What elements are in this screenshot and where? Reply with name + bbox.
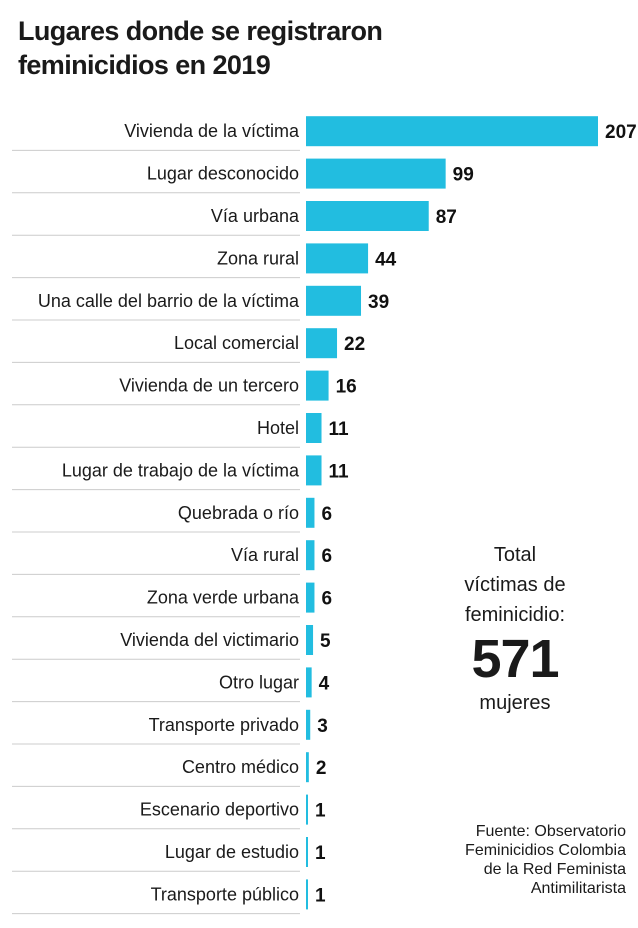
total-number: 571 bbox=[471, 629, 559, 689]
value-label: 22 bbox=[344, 334, 365, 355]
category-label: Zona verde urbana bbox=[147, 588, 300, 608]
bar bbox=[306, 285, 362, 316]
category-label: Vía rural bbox=[231, 545, 299, 565]
bar-row: Lugar desconocido 99 bbox=[12, 158, 474, 194]
source-line-3: de la Red Feminista bbox=[483, 861, 626, 878]
total-label-line-2: víctimas de bbox=[464, 574, 566, 596]
bar bbox=[306, 116, 598, 147]
value-label: 1 bbox=[315, 843, 326, 864]
bar bbox=[306, 625, 314, 655]
bar bbox=[306, 667, 312, 698]
category-label: Transporte privado bbox=[149, 715, 299, 735]
bar-row: Vivienda de un tercero 16 bbox=[12, 370, 357, 406]
total-summary: Total víctimas de feminicidio: 571 mujer… bbox=[440, 540, 590, 718]
total-label-line-1: Total bbox=[493, 544, 537, 566]
bar bbox=[306, 582, 315, 613]
bar bbox=[306, 540, 315, 571]
category-label: Vivienda de la víctima bbox=[124, 121, 300, 141]
bar bbox=[306, 455, 322, 486]
bar-row: Lugar de estudio 1 bbox=[12, 837, 326, 872]
bar-row: Lugar de trabajo de la víctima 11 bbox=[12, 455, 350, 491]
bar bbox=[306, 794, 308, 825]
category-label: Vivienda del victimario bbox=[120, 630, 299, 650]
value-label: 1 bbox=[315, 885, 326, 906]
bar-row: Transporte privado 3 bbox=[12, 709, 328, 745]
value-label: 1 bbox=[315, 801, 326, 822]
category-label: Centro médico bbox=[182, 757, 299, 777]
value-label: 207 bbox=[605, 122, 637, 143]
value-label: 6 bbox=[321, 546, 332, 567]
bar-row: Hotel 11 bbox=[12, 413, 350, 448]
category-label: Quebrada o río bbox=[178, 503, 299, 523]
bar bbox=[306, 328, 338, 359]
value-label: 6 bbox=[321, 504, 332, 525]
bar bbox=[306, 370, 329, 401]
bar bbox=[306, 879, 308, 910]
value-label: 39 bbox=[368, 292, 389, 313]
value-label: 87 bbox=[436, 207, 457, 228]
bar bbox=[306, 201, 429, 231]
category-label: Local comercial bbox=[174, 333, 299, 353]
bar-row: Quebrada o río 6 bbox=[12, 497, 332, 533]
chart-title-line-2: feminicidios en 2019 bbox=[18, 50, 271, 80]
source-note: Fuente: Observatorio Feminicidios Colomb… bbox=[386, 822, 626, 898]
bar bbox=[306, 709, 311, 740]
source-line-4: Antimilitarista bbox=[530, 880, 626, 897]
source-line-1: Fuente: Observatorio bbox=[475, 823, 626, 840]
category-label: Vía urbana bbox=[211, 206, 300, 226]
value-label: 16 bbox=[336, 377, 357, 398]
bar-row: Escenario deportivo 1 bbox=[12, 794, 326, 830]
bar-row: Una calle del barrio de la víctima 39 bbox=[12, 285, 389, 321]
bar-row: Centro médico 2 bbox=[12, 752, 327, 787]
source-line-2: Feminicidios Colombia bbox=[465, 842, 626, 859]
category-label: Otro lugar bbox=[219, 672, 299, 692]
total-unit: mujeres bbox=[479, 692, 551, 714]
category-label: Transporte público bbox=[151, 884, 299, 904]
value-label: 6 bbox=[321, 589, 332, 610]
category-label: Escenario deportivo bbox=[140, 800, 299, 820]
category-label: Lugar desconocido bbox=[147, 164, 299, 184]
value-label: 2 bbox=[316, 758, 327, 779]
bar-row: Otro lugar 4 bbox=[12, 667, 330, 703]
bar-row: Zona rural 44 bbox=[12, 243, 397, 279]
bar bbox=[306, 752, 309, 783]
value-label: 11 bbox=[329, 419, 350, 440]
bar bbox=[306, 837, 308, 867]
chart-title-line-1: Lugares donde se registraron bbox=[18, 16, 383, 46]
value-label: 99 bbox=[453, 165, 474, 186]
value-label: 4 bbox=[319, 673, 330, 694]
bar-row: Vivienda de la víctima 207 bbox=[12, 116, 637, 151]
bar-row: Vía rural 6 bbox=[12, 540, 332, 575]
total-label-line-3: feminicidio: bbox=[464, 604, 566, 626]
category-label: Vivienda de un tercero bbox=[119, 376, 299, 396]
bar bbox=[306, 497, 315, 528]
category-label: Hotel bbox=[257, 418, 299, 438]
bar-row: Vía urbana 87 bbox=[12, 201, 457, 236]
bar bbox=[306, 413, 322, 443]
bar-row: Local comercial 22 bbox=[12, 328, 365, 363]
bar-row: Zona verde urbana 6 bbox=[12, 582, 332, 618]
category-label: Lugar de estudio bbox=[165, 842, 299, 862]
bar bbox=[306, 243, 369, 274]
category-label: Zona rural bbox=[217, 248, 299, 268]
bar bbox=[306, 158, 446, 189]
value-label: 44 bbox=[375, 249, 397, 270]
value-label: 3 bbox=[317, 716, 328, 737]
bar-row: Vivienda del victimario 5 bbox=[12, 625, 331, 660]
category-label: Una calle del barrio de la víctima bbox=[38, 291, 300, 311]
bar-row: Transporte público 1 bbox=[12, 879, 326, 915]
chart-title: Lugares donde se registraron feminicidio… bbox=[18, 14, 618, 82]
value-label: 11 bbox=[329, 461, 350, 482]
value-label: 5 bbox=[320, 631, 331, 652]
category-label: Lugar de trabajo de la víctima bbox=[62, 460, 300, 480]
